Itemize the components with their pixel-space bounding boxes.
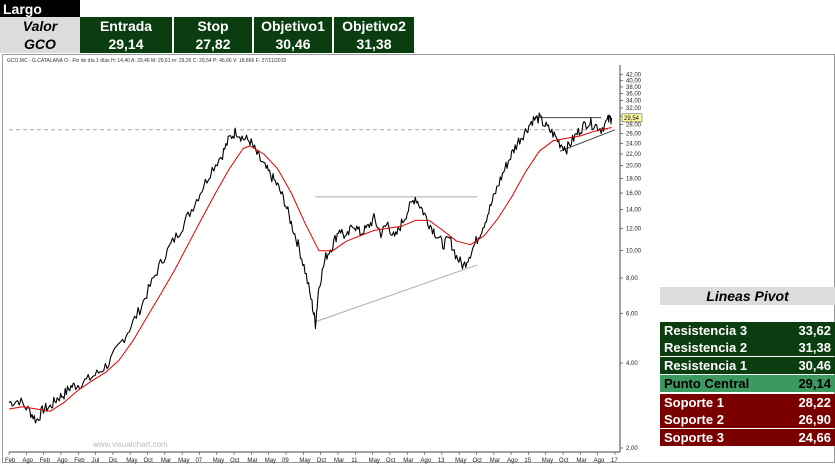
- pivot-label: Soporte 3: [664, 430, 724, 445]
- x-tick-label: May: [299, 458, 310, 464]
- pivot-row-punto-central: Punto Central 29,14: [660, 375, 835, 392]
- y-tick-label: 32,00: [626, 106, 642, 112]
- y-tick-label: 16,00: [626, 191, 642, 197]
- pivot-row-soporte-1: Soporte 1 28,22: [660, 394, 835, 411]
- x-tick-label: Feb: [40, 458, 51, 464]
- price-chart: GCO.MC - G.CATALANA O - Fin de día 1 día…: [5, 58, 643, 464]
- pivot-value: 29,14: [798, 376, 831, 391]
- pivot-row-soporte-3: Soporte 3 24,66: [660, 429, 835, 446]
- moving-average-line: [8, 127, 612, 412]
- x-tick-label: May: [455, 458, 466, 464]
- y-tick-label: 18,00: [626, 177, 642, 183]
- pivot-value: 28,22: [798, 395, 831, 410]
- pivot-row-resistencia-1: Resistencia 1 30,46: [660, 357, 835, 374]
- pivot-label: Resistencia 1: [664, 358, 748, 373]
- y-tick-label: 4,00: [626, 361, 638, 367]
- x-tick-label: 17: [611, 458, 618, 464]
- x-tick-label: May: [369, 458, 380, 464]
- x-tick-label: 11: [351, 458, 358, 464]
- x-tick-label: Mar: [490, 458, 500, 464]
- pivot-value: 26,90: [798, 412, 831, 427]
- trade-col-stop: Stop: [174, 17, 254, 35]
- x-tick-label: Oct: [230, 458, 240, 464]
- trade-row-label: GCO: [0, 35, 80, 53]
- x-tick-label: Mar: [576, 458, 586, 464]
- y-tick-label: 28,00: [626, 122, 642, 128]
- pivot-row-resistencia-2: Resistencia 2 31,38: [660, 339, 835, 356]
- x-tick-label: Oct: [386, 458, 396, 464]
- chart-header: GCO.MC - G.CATALANA O - Fin de día 1 día…: [7, 58, 286, 64]
- y-tick-label: 22,00: [626, 152, 642, 158]
- watermark: www.visualchart.com: [92, 440, 168, 449]
- y-tick-label: 24,00: [626, 141, 642, 147]
- x-tick-label: Mar: [161, 458, 171, 464]
- y-tick-label: 8,00: [626, 276, 638, 282]
- x-tick-label: Ago: [421, 458, 432, 464]
- x-tick-label: Ago: [22, 458, 33, 464]
- y-tick-label: 12,00: [626, 226, 642, 232]
- x-tick-label: Ago: [507, 458, 518, 464]
- y-tick-label: 2,00: [626, 446, 638, 452]
- trade-val-objetivo1: 30,46: [254, 35, 334, 53]
- trade-direction: Largo: [0, 0, 80, 17]
- y-tick-label: 6,00: [626, 311, 638, 317]
- trade-val-stop: 27,82: [174, 35, 254, 53]
- last-price-label: 29,54: [624, 116, 640, 122]
- x-tick-label: May: [542, 458, 553, 464]
- pivot-label: Soporte 1: [664, 395, 724, 410]
- x-tick-label: Feb: [74, 458, 85, 464]
- trade-col-entrada: Entrada: [80, 17, 174, 35]
- x-tick-label: Ago: [594, 458, 605, 464]
- x-tick-label: Feb: [5, 458, 16, 464]
- x-tick-label: Oct: [144, 458, 154, 464]
- y-tick-label: 14,00: [626, 207, 642, 213]
- pivot-row-resistencia-3: Resistencia 3 33,62: [660, 322, 835, 339]
- y-tick-label: 40,00: [626, 79, 642, 85]
- last-price-box: [621, 113, 643, 123]
- pivot-table: Lineas Pivot Resistencia 3 33,62 Resistenc…: [660, 283, 835, 463]
- x-tick-label: May: [265, 458, 276, 464]
- x-tick-label: 07: [195, 458, 202, 464]
- pivot-value: 31,38: [798, 340, 831, 355]
- pivot-value: 33,62: [798, 323, 831, 338]
- trade-row-label-header: Valor: [0, 17, 80, 35]
- x-tick-label: 15: [524, 458, 531, 464]
- pivot-title: Lineas Pivot: [660, 287, 835, 305]
- x-tick-label: 13: [438, 458, 445, 464]
- y-tick-label: 20,00: [626, 164, 642, 170]
- y-tick-label: 36,00: [626, 92, 642, 98]
- x-tick-label: 09: [282, 458, 289, 464]
- y-tick-label: 38,00: [626, 85, 642, 91]
- x-tick-label: Mar: [403, 458, 413, 464]
- x-tick-label: Mar: [247, 458, 257, 464]
- x-tick-label: May: [126, 458, 137, 464]
- trade-col-objetivo2: Objetivo2: [334, 17, 414, 35]
- y-tick-label: 34,00: [626, 99, 642, 105]
- x-tick-label: May: [213, 458, 224, 464]
- price-series-line: [8, 112, 613, 424]
- pivot-value: 24,66: [798, 430, 831, 445]
- y-tick-label: 26,00: [626, 132, 642, 138]
- trade-val-objetivo2: 31,38: [334, 35, 414, 53]
- x-tick-label: Dic: [109, 458, 118, 464]
- trend-line: [559, 129, 616, 152]
- pivot-value: 30,46: [798, 358, 831, 373]
- y-tick-label: 10,00: [626, 249, 642, 255]
- pivot-label: Resistencia 3: [664, 323, 748, 338]
- pivot-label: Soporte 2: [664, 412, 724, 427]
- x-tick-label: Oct: [317, 458, 327, 464]
- pivot-label: Punto Central: [664, 376, 750, 391]
- trade-col-objetivo1: Objetivo1: [254, 17, 334, 35]
- pivot-row-soporte-2: Soporte 2 26,90: [660, 411, 835, 428]
- x-tick-label: Oct: [472, 458, 482, 464]
- x-tick-label: May: [178, 458, 189, 464]
- x-tick-label: Jul: [92, 458, 100, 464]
- x-tick-label: Oct: [559, 458, 569, 464]
- x-tick-label: Ago: [57, 458, 68, 464]
- trend-line: [315, 264, 478, 323]
- y-tick-label: 42,00: [626, 73, 642, 79]
- pivot-label: Resistencia 2: [664, 340, 748, 355]
- x-tick-label: Mar: [334, 458, 344, 464]
- trade-val-entrada: 29,14: [80, 35, 174, 53]
